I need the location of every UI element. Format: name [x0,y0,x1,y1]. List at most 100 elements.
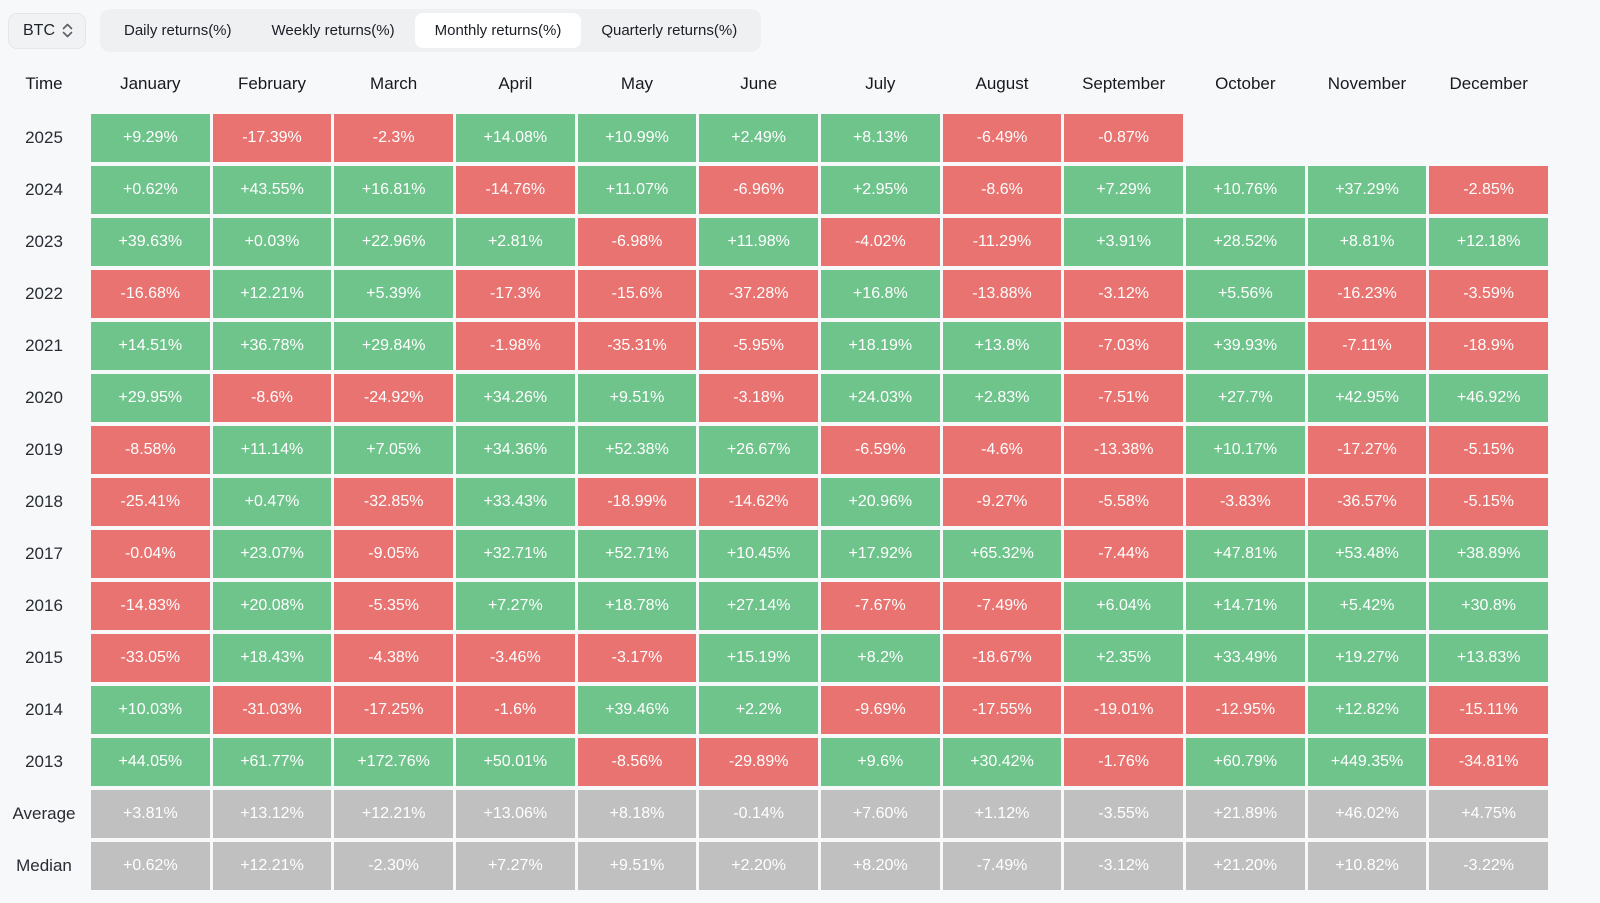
return-cell-2013-january: +44.05% [91,738,210,786]
return-cell-2023-november: +8.81% [1307,218,1427,266]
return-cell-2015-april: -3.46% [455,634,575,682]
return-cell-2024-november: +37.29% [1307,166,1427,214]
return-cell-2017-july: +17.92% [820,530,940,578]
return-cell-average-february: +13.12% [212,790,332,838]
month-header-february: February [237,74,306,93]
return-cell-2013-april: +50.01% [455,738,575,786]
return-cell-2016-january: -14.83% [91,582,210,630]
return-cell-2024-june: -6.96% [699,166,818,214]
tab-weekly-returns[interactable]: Weekly returns(%) [271,22,395,39]
return-cell-2020-march: -24.92% [334,374,453,422]
return-cell-2022-september: -3.12% [1064,270,1183,318]
row-label-2015: 2015 [25,648,63,667]
tab-daily-returns[interactable]: Daily returns(%) [124,22,232,39]
return-cell-average-october: +21.89% [1185,790,1305,838]
return-cell-median-august: -7.49% [942,842,1062,890]
return-cell-2025-may: +10.99% [577,114,697,162]
return-cell-2019-december: -5.15% [1429,426,1548,474]
coin-selector[interactable]: BTC [8,12,86,49]
return-cell-2019-october: +10.17% [1185,426,1305,474]
return-cell-median-july: +8.20% [820,842,940,890]
return-cell-2021-april: -1.98% [455,322,575,370]
return-cell-median-january: +0.62% [91,842,210,890]
return-cell-2022-november: -16.23% [1307,270,1427,318]
return-cell-2023-april: +2.81% [455,218,575,266]
return-cell-2020-december: +46.92% [1429,374,1548,422]
return-cell-2025-september: -0.87% [1064,114,1183,162]
return-cell-average-june: -0.14% [699,790,818,838]
return-cell-2021-july: +18.19% [820,322,940,370]
return-cell-2014-november: +12.82% [1307,686,1427,734]
tab-monthly-returns[interactable]: Monthly returns(%) [414,13,582,48]
return-cell-average-march: +12.21% [334,790,453,838]
return-cell-2014-may: +39.46% [577,686,697,734]
return-cell-2018-september: -5.58% [1064,478,1183,526]
return-cell-2016-february: +20.08% [212,582,332,630]
return-cell-2024-august: -8.6% [942,166,1062,214]
return-cell-2022-august: -13.88% [942,270,1062,318]
return-cell-2019-august: -4.6% [942,426,1062,474]
return-cell-average-august: +1.12% [942,790,1062,838]
month-header-november: November [1327,74,1407,93]
return-cell-average-may: +8.18% [577,790,697,838]
row-label-2025: 2025 [25,128,63,147]
return-cell-2021-february: +36.78% [212,322,332,370]
return-cell-2014-june: +2.2% [699,686,818,734]
row-label-2013: 2013 [25,752,63,771]
return-cell-2025-october [1186,114,1305,162]
return-cell-2019-june: +26.67% [699,426,818,474]
row-label-average: Average [12,804,76,823]
return-cell-2017-october: +47.81% [1185,530,1305,578]
return-cell-2022-january: -16.68% [91,270,210,318]
return-cell-2018-october: -3.83% [1185,478,1305,526]
return-cell-median-december: -3.22% [1429,842,1548,890]
return-cell-2018-april: +33.43% [455,478,575,526]
return-cell-2013-june: -29.89% [699,738,818,786]
return-cell-2014-february: -31.03% [212,686,332,734]
row-label-2017: 2017 [25,544,63,563]
return-cell-2013-november: +449.35% [1307,738,1427,786]
return-cell-2019-january: -8.58% [91,426,210,474]
return-cell-2020-june: -3.18% [699,374,818,422]
return-cell-median-november: +10.82% [1307,842,1427,890]
row-label-2024: 2024 [25,180,63,199]
month-header-july: July [865,74,896,93]
return-cell-2024-december: -2.85% [1429,166,1548,214]
return-cell-average-september: -3.55% [1064,790,1183,838]
updown-chevron-icon [62,23,73,38]
month-header-january: January [120,74,181,93]
return-cell-2024-october: +10.76% [1185,166,1305,214]
return-cell-2015-july: +8.2% [820,634,940,682]
return-cell-2020-october: +27.7% [1185,374,1305,422]
return-cell-2025-august: -6.49% [942,114,1062,162]
return-cell-2015-may: -3.17% [577,634,697,682]
month-header-september: September [1082,74,1166,93]
return-cell-2019-april: +34.36% [455,426,575,474]
return-cell-2021-june: -5.95% [699,322,818,370]
return-cell-2023-september: +3.91% [1064,218,1183,266]
return-cell-2022-april: -17.3% [455,270,575,318]
return-cell-2018-june: -14.62% [699,478,818,526]
return-cell-2024-may: +11.07% [577,166,697,214]
time-column-header: Time [25,74,63,93]
return-cell-2025-june: +2.49% [699,114,818,162]
return-cell-2014-march: -17.25% [334,686,453,734]
return-cell-2022-may: -15.6% [577,270,697,318]
row-label-2014: 2014 [25,700,63,719]
return-cell-2020-september: -7.51% [1064,374,1183,422]
return-cell-median-june: +2.20% [699,842,818,890]
return-cell-2023-may: -6.98% [577,218,697,266]
return-cell-2016-november: +5.42% [1307,582,1427,630]
return-cell-2024-january: +0.62% [91,166,210,214]
row-label-2023: 2023 [25,232,63,251]
return-cell-2021-november: -7.11% [1307,322,1427,370]
return-cell-2022-june: -37.28% [699,270,818,318]
return-cell-median-september: -3.12% [1064,842,1183,890]
return-cell-2025-april: +14.08% [455,114,575,162]
return-cell-2016-may: +18.78% [577,582,697,630]
return-cell-2025-december [1429,114,1548,162]
return-cell-2015-october: +33.49% [1185,634,1305,682]
tab-quarterly-returns[interactable]: Quarterly returns(%) [601,22,738,39]
return-cell-2024-february: +43.55% [212,166,332,214]
return-cell-2013-september: -1.76% [1064,738,1183,786]
